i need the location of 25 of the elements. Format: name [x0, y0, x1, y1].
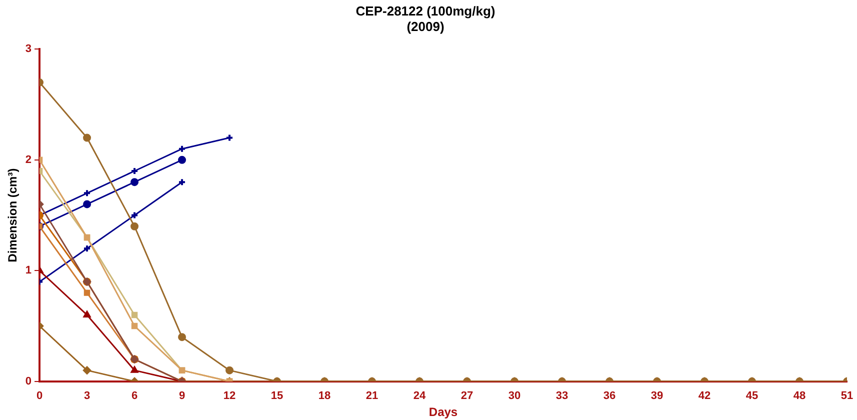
x-tick-label: 48 — [793, 390, 806, 402]
chart-title: CEP-28122 (100mg/kg) (2009) — [356, 3, 496, 34]
x-tick-label: 33 — [556, 390, 568, 402]
x-tick-label: 18 — [318, 390, 331, 402]
x-tick-label: 15 — [270, 390, 284, 402]
x-tick-label: 39 — [650, 390, 664, 402]
x-tick-label: 42 — [698, 390, 711, 402]
x-tick-label: 9 — [178, 390, 186, 402]
x-tick-label: 36 — [603, 390, 616, 402]
x-tick-label: 30 — [508, 390, 521, 402]
y-axis-title: Dimension (cm³) — [6, 168, 20, 262]
y-tick-label: 3 — [25, 43, 32, 56]
x-tick-label: 24 — [413, 390, 426, 402]
y-tick-label: 0 — [25, 375, 32, 388]
x-tick-label: 0 — [36, 390, 43, 402]
x-tick-label: 51 — [840, 390, 854, 402]
y-tick-label: 2 — [25, 154, 32, 166]
x-tick-label: 21 — [366, 390, 378, 402]
x-tick-label: 45 — [746, 390, 758, 402]
x-tick-label: 12 — [223, 390, 236, 402]
y-tick-label: 1 — [25, 264, 32, 277]
x-tick-label: 3 — [84, 390, 90, 402]
x-tick-label: 27 — [460, 390, 474, 402]
x-tick-label: 6 — [131, 390, 138, 402]
x-axis-title: Days — [428, 405, 458, 420]
